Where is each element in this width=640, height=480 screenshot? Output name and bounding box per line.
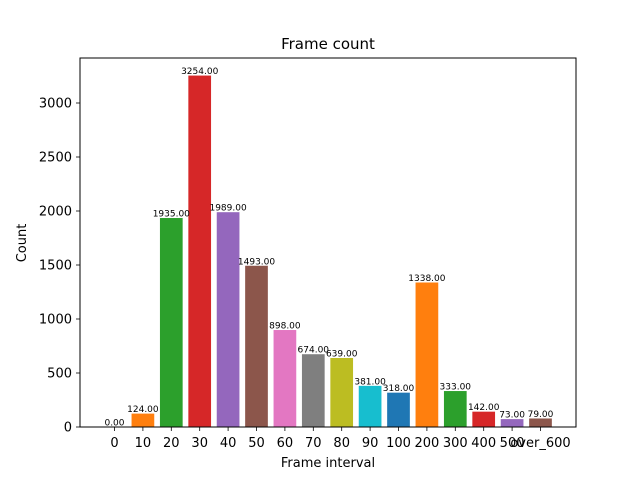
value-label-400: 142.00 xyxy=(468,403,500,413)
y-tick-label-1500: 1500 xyxy=(39,259,72,274)
bar-90 xyxy=(358,385,382,427)
x-tick-label-60: 60 xyxy=(277,436,294,451)
plot-frame xyxy=(79,57,577,428)
value-label-40: 1989.00 xyxy=(209,204,246,214)
bar-80 xyxy=(330,357,354,427)
value-label-over_600: 79.00 xyxy=(528,410,554,420)
x-tick-label-20: 20 xyxy=(163,436,180,451)
bar-300 xyxy=(443,391,467,427)
y-tick-label-2500: 2500 xyxy=(39,151,72,166)
bars-group xyxy=(131,75,552,427)
y-tick-label-500: 500 xyxy=(47,367,72,382)
bar-500 xyxy=(500,419,524,427)
value-label-300: 333.00 xyxy=(440,383,472,393)
x-tick-label-100: 100 xyxy=(386,436,411,451)
value-label-30: 3254.00 xyxy=(181,67,218,77)
y-tick-label-2000: 2000 xyxy=(39,205,72,220)
bar-60 xyxy=(273,330,297,427)
value-label-50: 1493.00 xyxy=(238,257,275,267)
y-tick-label-3000: 3000 xyxy=(39,97,72,112)
x-tick-label-70: 70 xyxy=(305,436,322,451)
value-label-10: 124.00 xyxy=(127,405,159,415)
y-axis-label: Count xyxy=(15,224,30,263)
bar-70 xyxy=(301,354,325,427)
bar-50 xyxy=(245,265,268,427)
value-label-70: 674.00 xyxy=(298,346,330,356)
x-axis-label: Frame interval xyxy=(281,456,375,471)
x-tick-label-300: 300 xyxy=(443,436,468,451)
x-tick-label-90: 90 xyxy=(362,436,379,451)
x-tick-label-500: 500 xyxy=(500,436,525,451)
y-axis: 0 500 1000 1500 2000 2500 3000 xyxy=(39,97,80,436)
x-tick-label-50: 50 xyxy=(248,436,265,451)
y-tick-label-0: 0 xyxy=(64,421,72,436)
bar-20 xyxy=(159,218,183,427)
x-tick-label-over_600: over_600 xyxy=(510,436,570,451)
x-tick-label-30: 30 xyxy=(191,436,208,451)
bar-over_600 xyxy=(529,418,552,427)
x-axis: 0 10 20 30 40 50 60 70 80 90 100 200 300 400 500over_6… xyxy=(110,427,571,451)
value-label-500: 73.00 xyxy=(499,411,525,421)
chart-title: Frame count xyxy=(281,35,375,53)
value-label-60: 898.00 xyxy=(269,322,301,332)
x-tick-label-0: 0 xyxy=(110,436,118,451)
bar-200 xyxy=(415,282,439,427)
bar-400 xyxy=(472,411,496,427)
bar-40 xyxy=(216,212,240,427)
x-tick-label-40: 40 xyxy=(220,436,237,451)
value-label-0: 0.00 xyxy=(104,419,124,429)
bar-10 xyxy=(131,413,155,427)
bar-30 xyxy=(188,75,212,427)
x-tick-label-400: 400 xyxy=(471,436,496,451)
x-tick-label-80: 80 xyxy=(333,436,350,451)
y-tick-label-1000: 1000 xyxy=(39,313,72,328)
x-tick-label-200: 200 xyxy=(414,436,439,451)
value-label-20: 1935.00 xyxy=(153,210,190,220)
value-label-80: 639.00 xyxy=(326,349,358,359)
value-label-90: 381.00 xyxy=(354,377,386,387)
x-tick-label-10: 10 xyxy=(135,436,152,451)
value-label-100: 318.00 xyxy=(383,384,415,394)
bar-100 xyxy=(387,392,410,427)
value-label-200: 1338.00 xyxy=(408,274,445,284)
